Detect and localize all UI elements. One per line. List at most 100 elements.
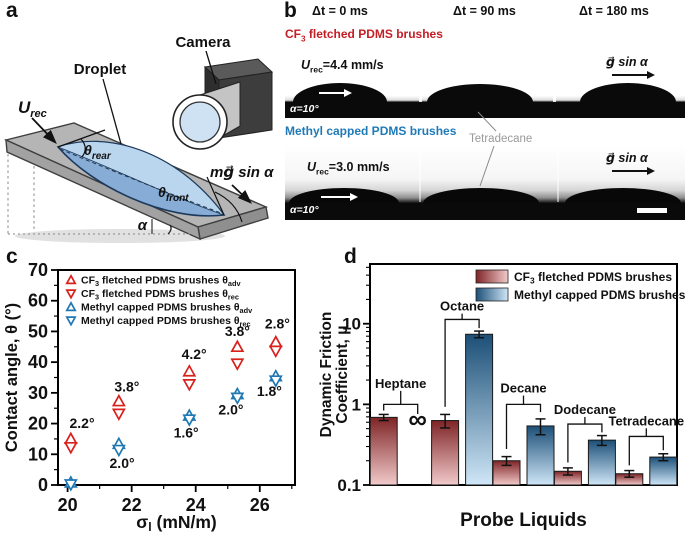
y-tick-label: 40 (28, 352, 48, 372)
legend-label: Methyl capped PDMS brushes θrec (81, 315, 251, 329)
sliding-direction-arrow (321, 192, 358, 202)
x-tick-label: 24 (186, 495, 206, 515)
data-point-marker (230, 392, 245, 406)
substrate-band (285, 102, 685, 118)
scale-bar (637, 208, 667, 213)
front-tangent-line (206, 176, 225, 216)
droplet-pointer-line (102, 78, 122, 145)
bracket (505, 403, 542, 449)
legend-swatch (475, 287, 509, 302)
alpha-angle-arc (167, 224, 172, 235)
panel-a-diagram: Camera Droplet Urec θrear θfront mg⃗ sin… (3, 34, 274, 243)
y-axis-label: Dynamic FrictionCoefficient, μ (318, 312, 351, 438)
data-point-marker (268, 375, 283, 388)
tilt-angle-tag-row1: α=10° (290, 103, 319, 115)
x-tick-label: 22 (122, 495, 142, 515)
theta-rear-label: θrear (84, 142, 112, 162)
camera-pointer-line (205, 50, 217, 85)
hysteresis-annotation: 1.6° (174, 424, 199, 440)
bar-octane (465, 333, 494, 486)
dt-label-180: Δt = 180 ms (579, 4, 649, 18)
contact-angle-chart: 20 22 24 26 0 10 20 30 40 50 60 70 σl (mN/m) Contact … (3, 260, 296, 534)
hysteresis-annotation: 2.0° (110, 455, 135, 471)
y-tick-label: 0.1 (337, 476, 361, 495)
sliding-direction-arrow (319, 88, 352, 98)
droplet-photo (580, 83, 676, 102)
legend-marker (65, 316, 77, 327)
bar-decane (526, 425, 555, 486)
legend-marker (65, 274, 77, 285)
legend-marker (65, 289, 77, 300)
hysteresis-annotation: 2.2° (69, 415, 94, 431)
dt-label-0: Δt = 0 ms (312, 4, 368, 18)
x-tick-label: 26 (250, 495, 270, 515)
alpha-label: α (138, 217, 148, 234)
contact-line-dashed (59, 148, 222, 214)
bar-dodecane (587, 439, 616, 486)
y-tick-label: 1 (352, 395, 361, 414)
liquid-label: Heptane (375, 376, 426, 391)
hysteresis-annotation: 3.8° (114, 378, 139, 394)
liquid-label: Octane (440, 299, 484, 314)
methyl-surface-label: Methyl capped PDMS brushes (285, 124, 457, 138)
legend-label: CF3 fletched PDMS brushes θrec (81, 288, 239, 302)
x-tick-label: 20 (58, 495, 78, 515)
y-tick-label: 0 (38, 475, 48, 495)
bracket (444, 318, 480, 407)
bar-tetradecane (649, 456, 678, 486)
x-axis-label: Probe Liquids (460, 510, 587, 531)
g-direction-arrow-row1 (612, 70, 655, 80)
tetradecane-label: Tetradecane (469, 133, 533, 145)
y-tick-label: 10 (342, 315, 361, 334)
gravity-force-arrow (231, 184, 252, 204)
droplet-photo (427, 84, 533, 102)
tilt-angle-tag-row2: α=10° (290, 204, 319, 216)
hysteresis-annotation: 2.0° (218, 401, 243, 417)
data-point-marker (63, 431, 78, 445)
y-axis-label: Contact angle, θ (°) (3, 303, 21, 452)
data-point-marker (63, 441, 78, 455)
photo-strip-methyl: Urec=3.0 mm/s g⃗ sin α α=10° (285, 146, 685, 220)
y-tick-label: 20 (28, 414, 48, 434)
substrate-band (285, 203, 685, 220)
liquid-label: Decane (500, 381, 546, 396)
camera-label: Camera (175, 34, 231, 51)
plot-box (369, 263, 678, 486)
theta-front-arc (214, 191, 243, 223)
legend-label: CF3 fletched PDMS brushes θadv (81, 275, 241, 289)
hysteresis-annotation: 3.8° (225, 323, 250, 339)
panel-label-a: a (6, 0, 18, 22)
u-rec-value-row2: Urec=3.0 mm/s (307, 160, 390, 177)
data-point-marker (111, 408, 126, 421)
infinity-symbol: ∞ (408, 404, 427, 434)
dt-label-90: Δt = 90 ms (453, 4, 516, 18)
hysteresis-annotation: 1.8° (257, 383, 282, 399)
legend-label: Methyl capped PDMS brushes (514, 288, 685, 302)
g-sin-alpha-label-row2: g⃗ sin α (606, 151, 648, 165)
friction-coefficient-chart: 0.1 1 10 ∞ Heptane Octane Decane DodecaneTetrad… (318, 263, 685, 531)
panel-label-b: b (284, 0, 297, 22)
legend-swatch (475, 269, 509, 284)
u-rec-label: Urec (18, 98, 47, 120)
liquid-label: Tetradecane (608, 413, 684, 428)
camera-lens-glass (179, 101, 221, 143)
data-point-marker (230, 358, 245, 371)
theta-front-label: θfront (158, 184, 189, 204)
x-axis-label: σl (mN/m) (136, 512, 217, 534)
data-point-marker (268, 345, 283, 359)
cf3-surface-label: CF3 fletched PDMS brushes (285, 27, 443, 44)
bar-heptane (369, 416, 398, 486)
construction-lines (7, 154, 190, 235)
theta-rear-arc (80, 138, 86, 158)
hysteresis-annotation: 2.8° (265, 315, 290, 331)
g-direction-arrow-row2 (612, 166, 655, 176)
y-tick-label: 70 (28, 260, 48, 280)
droplet-label: Droplet (74, 61, 127, 78)
photo-strip-cf3: Urec=4.4 mm/s g⃗ sin α α=10° (285, 52, 685, 118)
panel-label-c: c (6, 245, 18, 268)
gravity-force-label: mg⃗ sin α (210, 164, 274, 181)
data-point-marker (111, 444, 126, 458)
legend-label: Methyl capped PDMS brushes θadv (81, 302, 253, 316)
y-tick-label: 60 (28, 291, 48, 311)
